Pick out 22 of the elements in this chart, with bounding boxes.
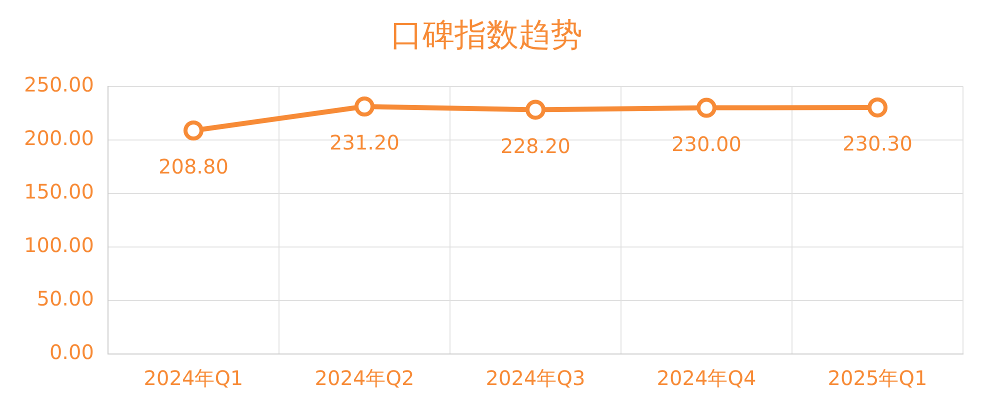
- point: [183, 120, 204, 140]
- y-tick-label: 0.00: [49, 340, 94, 364]
- point: [354, 96, 374, 117]
- y-tick-label: 200.00: [24, 126, 94, 150]
- data-label: 231.20: [329, 130, 400, 155]
- x-tick-label: 2024年Q2: [314, 366, 414, 390]
- y-tick-label: 150.00: [24, 180, 94, 204]
- data-label: 230.00: [672, 132, 742, 156]
- chart-title: 口碑指数趋势: [390, 16, 582, 54]
- x-tick-label: 2024年Q1: [144, 366, 244, 390]
- x-tick-label: 2025年Q1: [828, 366, 928, 390]
- data-label: 230.30: [842, 132, 912, 156]
- data-label: 228.20: [500, 134, 570, 158]
- point: [525, 100, 546, 120]
- point: [696, 98, 716, 118]
- point: [868, 97, 888, 118]
- x-tick-label: 2024年Q4: [656, 366, 756, 390]
- y-tick-label: 100.00: [24, 233, 94, 258]
- x-tick-label: 2024年Q3: [486, 366, 586, 390]
- y-tick-label: 250.00: [24, 72, 94, 97]
- data-label: 208.80: [158, 154, 228, 179]
- y-tick-label: 50.00: [36, 286, 94, 311]
